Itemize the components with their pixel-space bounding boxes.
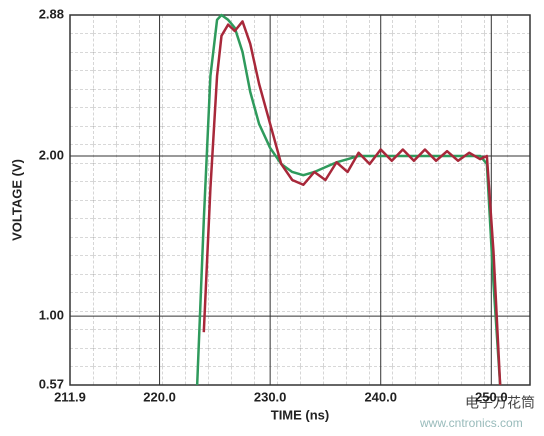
x-tick-label: 211.9: [54, 389, 86, 404]
y-tick-label: 2.00: [39, 147, 64, 162]
x-tick-label: 220.0: [143, 389, 176, 404]
minor-grid: [70, 15, 530, 385]
x-tick-label: 250.0: [475, 389, 508, 404]
watermark: 电子万花筒: [465, 395, 535, 411]
x-tick-label: 240.0: [364, 389, 397, 404]
y-tick-label: 1.00: [39, 308, 64, 323]
x-tick-label: 230.0: [254, 389, 287, 404]
series-line: [202, 20, 502, 386]
y-tick-label: 2.88: [39, 6, 64, 21]
watermark: www.cntronics.com: [419, 416, 523, 430]
x-axis-label: TIME (ns): [271, 407, 330, 422]
y-tick-label: 0.57: [39, 376, 64, 391]
y-axis-label: VOLTAGE (V): [9, 159, 24, 241]
